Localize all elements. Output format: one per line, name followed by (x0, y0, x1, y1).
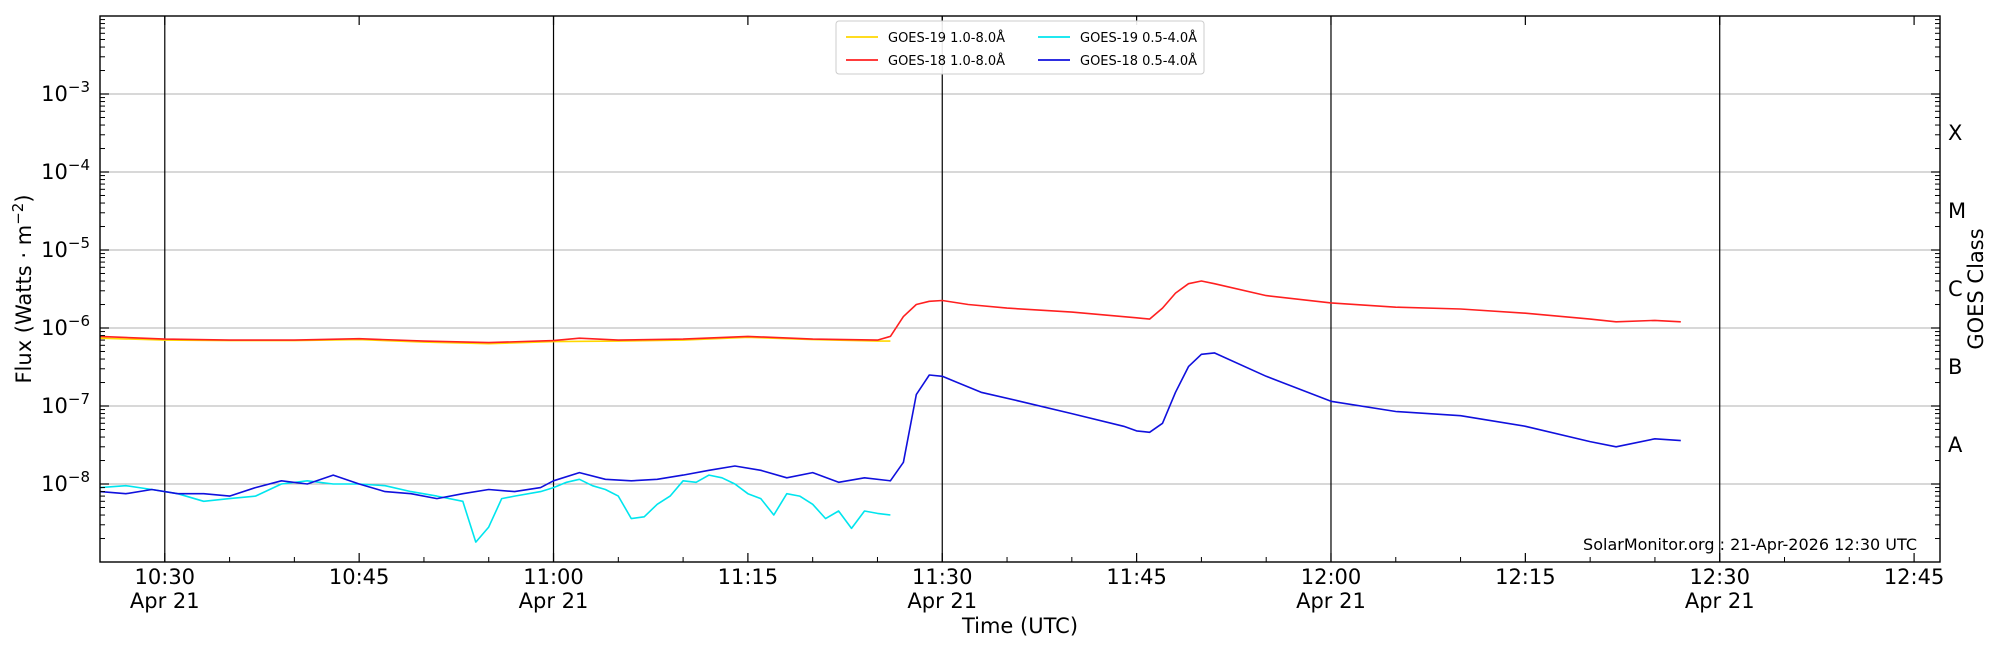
series-lines (99, 280, 1681, 543)
plot-frame (99, 15, 1941, 563)
y2-axis-title: GOES Class (1964, 228, 1988, 349)
y-tick-label: 10−8 (41, 468, 90, 496)
y-axis-title: Flux (Watts · m−2) (9, 194, 36, 383)
x-tick-date-label: Apr 21 (1685, 589, 1755, 613)
x-tick-label: 11:45 (1106, 565, 1167, 589)
legend-label-0: GOES-19 1.0-8.0Å (888, 30, 1005, 46)
legend-label-3: GOES-18 0.5-4.0Å (1080, 53, 1197, 69)
x-axis-title: Time (UTC) (961, 614, 1078, 638)
x-tick-date-label: Apr 21 (519, 589, 589, 613)
vertical-time-markers (164, 16, 1721, 562)
y-axis-title-exp: −2 (9, 203, 27, 225)
x-tick-label: 11:15 (718, 565, 779, 589)
x-tick-label: 10:45 (329, 565, 390, 589)
credit-text: SolarMonitor.org : 21-Apr-2026 12:30 UTC (1583, 535, 1917, 554)
x-tick-label: 12:30 (1689, 565, 1750, 589)
goes-class-b: B (1948, 355, 1962, 379)
x-tick-label: 12:15 (1495, 565, 1556, 589)
x-tick-label: 11:00 (523, 565, 584, 589)
grid-lines (100, 93, 1940, 485)
axis-ticks (99, 16, 1940, 562)
y-tick-label: 10−5 (41, 234, 90, 262)
y-axis-title-main: Flux (Watts (12, 265, 36, 383)
legend-box (835, 20, 1205, 75)
y-axis-title-unit: m (12, 225, 36, 245)
x-tick-date-label: Apr 21 (907, 589, 977, 613)
series-line-1 (99, 280, 1681, 344)
y-tick-label: 10−7 (41, 390, 90, 418)
y-tick-label: 10−4 (41, 156, 90, 184)
x-tick-label: 11:30 (912, 565, 973, 589)
series-line-2 (99, 474, 891, 543)
y-tick-labels: 10−8 10−7 10−6 10−5 10−4 10−3 (41, 78, 90, 496)
legend-label-2: GOES-19 0.5-4.0Å (1080, 30, 1197, 46)
x-tick-date-label: Apr 21 (130, 589, 200, 613)
y-tick-label: 10−3 (41, 78, 90, 106)
legend-label-1: GOES-18 1.0-8.0Å (888, 53, 1005, 69)
goes-class-m: M (1948, 199, 1966, 223)
y-axis-title-dot: · (12, 252, 36, 259)
goes-class-a: A (1948, 433, 1963, 457)
y-tick-label: 10−6 (41, 312, 90, 340)
goes-class-labels: A B C M X (1948, 121, 1966, 457)
x-tick-date-label: Apr 21 (1296, 589, 1366, 613)
x-tick-label: 10:30 (135, 565, 196, 589)
x-tick-label: 12:00 (1301, 565, 1362, 589)
goes-class-c: C (1948, 277, 1963, 301)
x-tick-label: 12:45 (1884, 565, 1945, 589)
legend: GOES-19 1.0-8.0Å GOES-18 1.0-8.0Å GOES-19 … (835, 20, 1205, 75)
series-line-3 (99, 352, 1681, 500)
goes-class-x: X (1948, 121, 1962, 145)
